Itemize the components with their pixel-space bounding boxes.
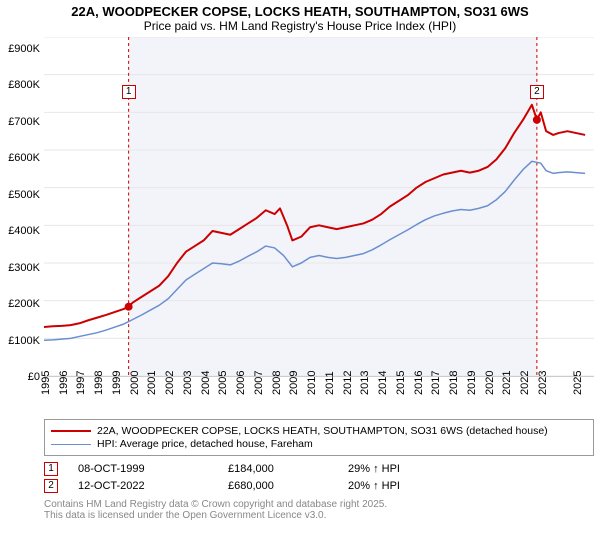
footer-line: This data is licensed under the Open Gov… — [44, 510, 600, 521]
sale-price: £680,000 — [228, 480, 348, 492]
x-tick-label: 2001 — [146, 371, 158, 395]
x-tick-label: 2023 — [537, 371, 549, 395]
x-tick-label: 2010 — [306, 371, 318, 395]
y-tick-label: £100K — [0, 335, 40, 347]
sale-delta: 20% ↑ HPI — [348, 480, 448, 492]
footer-line: Contains HM Land Registry data © Crown c… — [44, 499, 600, 510]
y-tick-label: £300K — [0, 262, 40, 274]
x-tick-label: 2006 — [235, 371, 247, 395]
x-tick-label: 2007 — [253, 371, 265, 395]
x-tick-label: 2000 — [129, 371, 141, 395]
y-tick-label: £900K — [0, 43, 40, 55]
x-tick-label: 2017 — [430, 371, 442, 395]
y-tick-label: £400K — [0, 225, 40, 237]
x-tick-label: 1997 — [75, 371, 87, 395]
sale-price: £184,000 — [228, 463, 348, 475]
chart-area: £0 £100K £200K £300K £400K £500K £600K £700K £80… — [0, 37, 600, 417]
x-tick-label: 2005 — [217, 371, 229, 395]
y-tick-label: £700K — [0, 116, 40, 128]
x-tick-label: 1995 — [40, 371, 52, 395]
x-tick-label: 2004 — [200, 371, 212, 395]
x-tick-label: 2020 — [484, 371, 496, 395]
x-tick-label: 2018 — [448, 371, 460, 395]
legend: 22A, WOODPECKER COPSE, LOCKS HEATH, SOUT… — [44, 419, 594, 456]
x-tick-label: 2011 — [324, 371, 336, 395]
sale-date: 08-OCT-1999 — [78, 463, 228, 475]
x-tick-label: 1996 — [58, 371, 70, 395]
legend-row: 22A, WOODPECKER COPSE, LOCKS HEATH, SOUT… — [51, 425, 587, 437]
chart-title: 22A, WOODPECKER COPSE, LOCKS HEATH, SOUT… — [0, 0, 600, 19]
sale-date: 12-OCT-2022 — [78, 480, 228, 492]
x-tick-label: 2003 — [182, 371, 194, 395]
x-tick-label: 2014 — [377, 371, 389, 395]
x-tick-label: 2022 — [519, 371, 531, 395]
legend-label: 22A, WOODPECKER COPSE, LOCKS HEATH, SOUT… — [97, 425, 548, 437]
sale-delta: 29% ↑ HPI — [348, 463, 448, 475]
x-tick-label: 2012 — [342, 371, 354, 395]
x-tick-label: 2021 — [501, 371, 513, 395]
y-tick-label: £800K — [0, 79, 40, 91]
sale-row-badge: 1 — [44, 462, 58, 476]
sale-marker-badge: 1 — [122, 85, 136, 99]
x-tick-label: 2008 — [271, 371, 283, 395]
y-tick-label: £600K — [0, 152, 40, 164]
chart-subtitle: Price paid vs. HM Land Registry's House … — [0, 19, 600, 37]
legend-swatch — [51, 430, 91, 432]
y-tick-label: £0 — [0, 371, 40, 383]
x-axis-labels: 1995199619971998199920002001200220032004… — [44, 377, 594, 417]
sale-marker-badge: 2 — [530, 85, 544, 99]
y-tick-label: £200K — [0, 298, 40, 310]
y-tick-label: £500K — [0, 189, 40, 201]
x-tick-label: 1998 — [93, 371, 105, 395]
sales-table: 1 08-OCT-1999£184,00029% ↑ HPI 2 12-OCT-202… — [44, 462, 600, 493]
x-tick-label: 2019 — [466, 371, 478, 395]
x-tick-label: 2013 — [359, 371, 371, 395]
series-property — [44, 105, 585, 327]
x-tick-label: 2002 — [164, 371, 176, 395]
legend-label: HPI: Average price, detached house, Fare… — [97, 438, 313, 450]
sale-row: 1 08-OCT-1999£184,00029% ↑ HPI — [44, 462, 600, 476]
legend-swatch — [51, 444, 91, 445]
footer: Contains HM Land Registry data © Crown c… — [44, 499, 600, 521]
x-tick-label: 2015 — [395, 371, 407, 395]
x-tick-label: 2009 — [288, 371, 300, 395]
plot-area: 12 — [44, 37, 594, 377]
x-tick-label: 2016 — [413, 371, 425, 395]
y-axis-labels: £0£100K£200K£300K£400K£500K£600K£700K£80… — [0, 37, 44, 377]
legend-row: HPI: Average price, detached house, Fare… — [51, 438, 587, 450]
sale-row: 2 12-OCT-2022£680,00020% ↑ HPI — [44, 479, 600, 493]
sale-row-badge: 2 — [44, 479, 58, 493]
x-tick-label: 1999 — [111, 371, 123, 395]
x-tick-label: 2025 — [572, 371, 584, 395]
